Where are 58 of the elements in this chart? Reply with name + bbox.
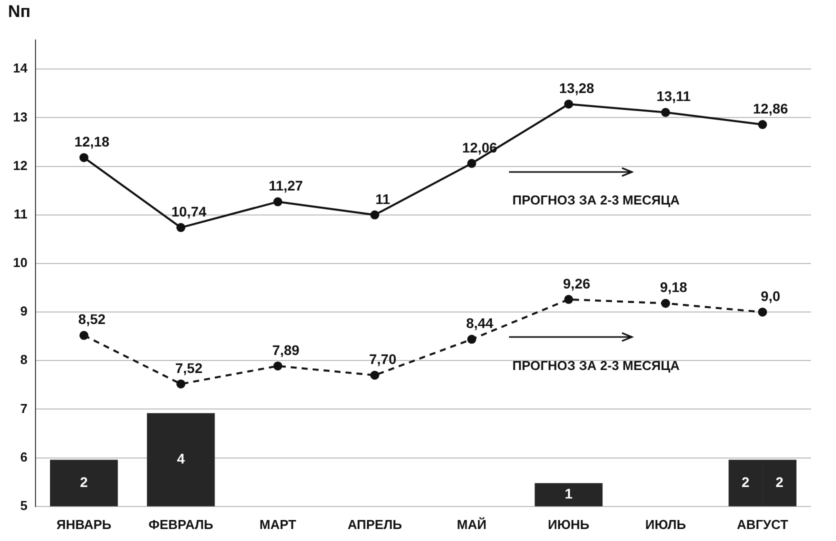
point — [564, 100, 574, 109]
point — [273, 361, 282, 370]
data-label: 9,0 — [760, 288, 780, 304]
point — [758, 120, 768, 130]
x-tick-label: ИЮЛЬ — [645, 516, 686, 532]
data-label: 2 — [742, 474, 750, 490]
y-tick-label: 9 — [20, 304, 28, 319]
point — [273, 197, 282, 206]
y-tick-label: 10 — [12, 255, 28, 270]
data-label: 9,26 — [563, 275, 590, 292]
point — [467, 158, 476, 168]
data-label: 7,70 — [369, 351, 397, 368]
point — [176, 379, 186, 388]
data-label: 1 — [564, 486, 573, 502]
data-label: 7,52 — [175, 360, 203, 376]
data-label: 2 — [776, 474, 784, 490]
point — [758, 308, 768, 317]
point — [176, 223, 186, 232]
x-tick-label: ФЕВРАЛЬ — [148, 516, 214, 532]
y-tick-label: 12 — [12, 158, 28, 173]
point — [79, 153, 88, 162]
data-label: 10,74 — [171, 203, 207, 220]
annotation: ПРОГНОЗ ЗА 2-3 МЕСЯЦА — [512, 192, 680, 208]
data-label: 8,52 — [78, 311, 106, 328]
y-tick-label: 7 — [20, 400, 28, 416]
point — [79, 330, 88, 340]
data-label: 12,86 — [753, 100, 788, 116]
x-tick-label: МАРТ — [259, 516, 296, 532]
point — [564, 294, 574, 304]
point — [661, 298, 670, 308]
y-tick-label: 5 — [20, 498, 28, 513]
data-label: 13,28 — [559, 80, 594, 96]
data-label: 7,89 — [272, 342, 300, 358]
annotation: ПРОГНОЗ ЗА 2-3 МЕСЯЦА — [512, 358, 680, 374]
data-label: 12,18 — [74, 133, 110, 150]
point — [661, 108, 670, 117]
point — [370, 370, 380, 380]
data-label: 2 — [80, 474, 88, 490]
x-tick-label: ИЮНЬ — [548, 516, 590, 532]
y-tick-label: 13 — [12, 109, 28, 124]
x-tick-label: АВГУСТ — [736, 516, 788, 532]
data-label: 11 — [375, 190, 390, 207]
data-label: 11,27 — [268, 178, 304, 194]
y-tick-label: 14 — [12, 60, 28, 76]
x-tick-label: АПРЕЛЬ — [348, 516, 402, 532]
x-tick-label: МАЙ — [456, 516, 486, 532]
y-tick-label: 6 — [20, 449, 28, 464]
point — [370, 210, 380, 220]
data-label: 4 — [176, 450, 185, 467]
data-label: 9,18 — [660, 279, 688, 296]
data-label: 8,44 — [466, 315, 494, 332]
y-axis-title: Nп — [8, 2, 31, 22]
y-tick-label: 11 — [14, 206, 28, 222]
x-tick-label: ЯНВАРЬ — [56, 516, 112, 532]
data-label: 13,11 — [656, 88, 691, 104]
data-label: 12,06 — [462, 139, 498, 156]
y-tick-label: 8 — [20, 352, 28, 368]
point — [467, 334, 476, 344]
